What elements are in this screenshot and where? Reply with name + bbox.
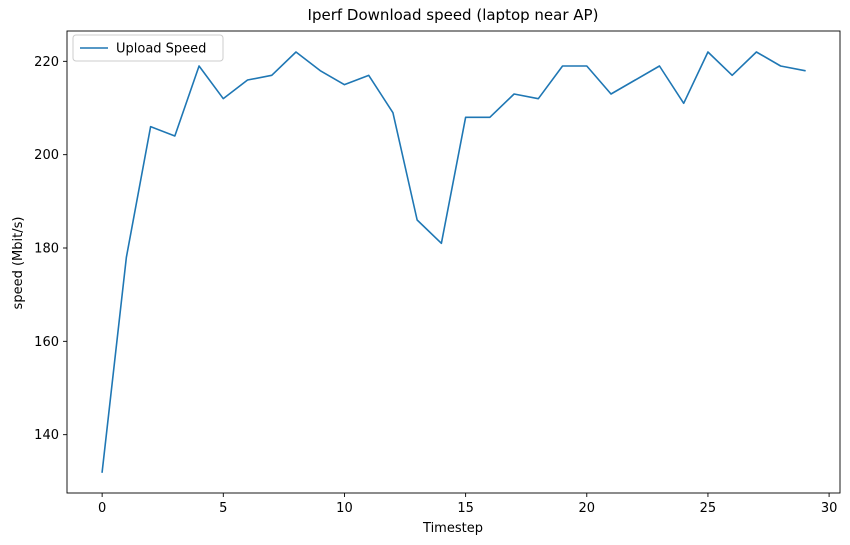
x-axis-ticks: 0 5 10 15 20 25 30: [98, 493, 837, 516]
y-tick-label: 180: [34, 242, 59, 257]
x-tick-label: 15: [457, 501, 474, 516]
series-layer: [101, 51, 806, 473]
y-tick-label: 220: [34, 55, 59, 70]
x-tick-label: 5: [219, 501, 227, 516]
y-tick-label: 140: [34, 428, 59, 443]
legend-label-upload-speed: Upload Speed: [116, 42, 206, 57]
y-tick-label: 160: [34, 335, 59, 350]
x-tick-label: 20: [579, 501, 596, 516]
legend-box: [72, 34, 224, 62]
y-axis-label: speed (Mbit/s): [11, 217, 26, 310]
legend: Upload Speed: [72, 34, 224, 62]
x-tick-label: 30: [821, 501, 838, 516]
y-tick-label: 200: [34, 148, 59, 163]
plot-area: [66, 30, 841, 494]
series-line-upload-speed: [101, 51, 806, 473]
y-axis-ticks: 140 160 180 200 220: [34, 55, 67, 443]
axes-frame: [66, 30, 841, 494]
x-axis-label: Timestep: [422, 521, 483, 536]
x-tick-label: 0: [98, 501, 106, 516]
x-tick-label: 25: [700, 501, 717, 516]
chart-title: Iperf Download speed (laptop near AP): [308, 6, 599, 24]
x-tick-label: 10: [336, 501, 353, 516]
